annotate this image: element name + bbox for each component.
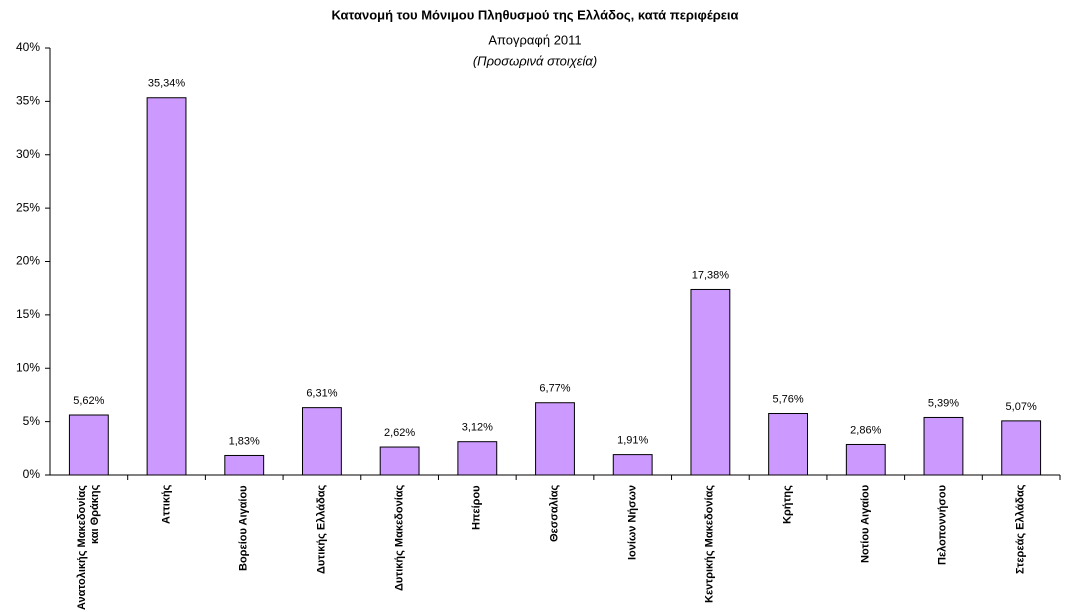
y-tick-label: 10% (16, 360, 40, 374)
x-tick-label: Δυτικής Μακεδονίας (393, 485, 406, 592)
value-label: 17,38% (692, 269, 730, 281)
value-label: 5,76% (772, 393, 803, 405)
value-label: 1,83% (229, 435, 260, 447)
bar (535, 402, 575, 476)
x-tick-label: Δυτικής Ελλάδας (315, 485, 328, 575)
y-tick-label: 35% (16, 94, 40, 108)
bar (68, 414, 109, 476)
x-tick-label: Στερεάς Ελλάδας (1014, 485, 1027, 575)
x-tick-label: Κεντρικής Μακεδονίας (703, 485, 716, 604)
y-tick-label: 15% (16, 307, 40, 321)
value-label: 5,07% (1006, 401, 1037, 413)
y-tick-label: 0% (23, 467, 41, 481)
bar (1001, 420, 1042, 476)
bar (302, 407, 342, 476)
value-label: 2,86% (850, 424, 881, 436)
x-tick-label: Νοτίου Αιγαίου (859, 485, 872, 564)
x-tick-label: Ιονίων Νήσων (626, 485, 639, 561)
y-tick-label: 20% (16, 254, 40, 268)
chart-subtitle: Απογραφή 2011 (488, 32, 581, 47)
value-label: 3,12% (462, 422, 493, 434)
x-tick-label: Ηπείρου (470, 485, 483, 530)
bar (612, 454, 653, 476)
x-tick-label: Βορείου Αιγαίου (237, 485, 250, 571)
value-label: 35,34% (148, 78, 186, 90)
y-tick-label: 30% (16, 147, 40, 161)
value-label: 6,31% (306, 388, 337, 400)
y-tick-label: 25% (16, 200, 40, 214)
chart-title: Κατανομή του Μόνιμου Πληθυσμού της Ελλάδ… (331, 7, 738, 22)
bar (379, 446, 420, 476)
x-tick-label: Θεσσαλίας (548, 485, 561, 543)
x-tick-label: Κρήτης (781, 485, 794, 524)
y-tick-label: 5% (23, 414, 41, 428)
value-label: 2,62% (384, 427, 415, 439)
bar (690, 288, 731, 476)
value-label: 5,39% (928, 397, 959, 409)
bar (845, 443, 886, 476)
value-label: 5,62% (73, 395, 104, 407)
value-label: 1,91% (617, 435, 648, 447)
chart-note: (Προσωρινά στοιχεία) (473, 53, 597, 68)
x-tick-label: Πελοποννήσου (936, 485, 949, 565)
bar (923, 416, 964, 476)
bar (768, 413, 809, 476)
x-tick-label: Ανατολικής Μακεδονίας και Θράκης (75, 485, 101, 610)
bar (457, 441, 498, 476)
bar (146, 97, 187, 476)
value-label: 6,77% (539, 383, 570, 395)
x-tick-label: Αττικής (160, 485, 173, 525)
bar (224, 454, 265, 476)
y-tick-label: 40% (16, 40, 40, 54)
